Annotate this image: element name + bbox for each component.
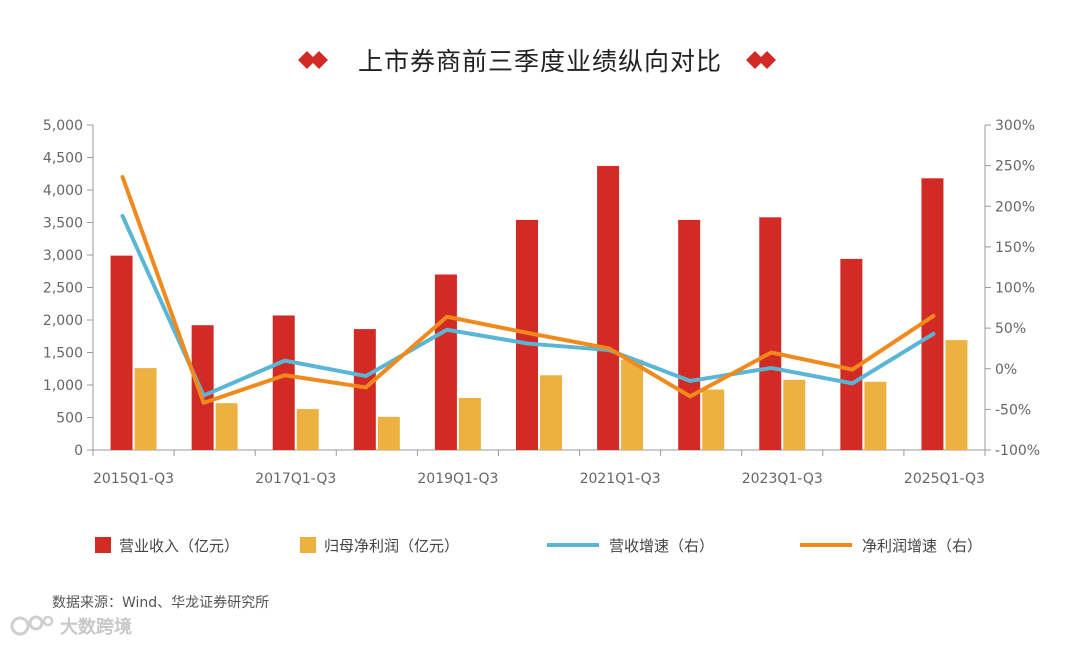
left-axis-tick-label: 4,000 bbox=[43, 183, 83, 199]
revenue-bar bbox=[516, 219, 538, 450]
net-profit-bar bbox=[296, 409, 319, 450]
left-axis-tick-label: 2,500 bbox=[43, 281, 83, 297]
x-axis-tick-label: 2017Q1-Q3 bbox=[255, 471, 336, 487]
x-axis-tick-label: 2025Q1-Q3 bbox=[904, 471, 985, 487]
revenue-bar bbox=[110, 255, 133, 450]
watermark-text: 大数跨境 bbox=[60, 617, 132, 638]
watermark-logo-icon bbox=[10, 615, 54, 636]
left-axis-tick-label: 500 bbox=[56, 411, 83, 427]
bars bbox=[110, 165, 968, 451]
legend: 营业收入（亿元） 归母净利润（亿元） 营收增速（右） 净利润增速（右） bbox=[95, 537, 982, 555]
net-profit-bar bbox=[945, 340, 968, 450]
x-axis-tick-label: 2015Q1-Q3 bbox=[93, 471, 174, 487]
revenue-bar bbox=[597, 165, 620, 450]
net-profit-bar bbox=[458, 398, 481, 450]
revenue-bar bbox=[272, 315, 295, 450]
watermark: 大数跨境 bbox=[10, 613, 132, 639]
diamond-decoration-right-icon bbox=[746, 51, 776, 69]
left-axis-tick-label: 1,500 bbox=[43, 346, 83, 362]
legend-revenue-label: 营业收入（亿元） bbox=[119, 537, 239, 555]
legend-revenue-growth-label: 营收增速（右） bbox=[609, 537, 714, 555]
revenue-bar bbox=[191, 325, 214, 450]
legend-profit-growth-label: 净利润增速（右） bbox=[862, 537, 982, 555]
net-profit-bar bbox=[377, 416, 400, 450]
x-axis-tick-label: 2019Q1-Q3 bbox=[417, 471, 498, 487]
x-axis-tick-label: 2021Q1-Q3 bbox=[580, 471, 661, 487]
profit-growth-line bbox=[120, 175, 936, 405]
legend-net-profit-swatch bbox=[300, 537, 316, 553]
right-axis-tick-label: -50% bbox=[995, 402, 1031, 418]
left-axis-tick-label: 1,000 bbox=[43, 378, 83, 394]
right-axis-tick-label: 200% bbox=[995, 199, 1035, 215]
lines bbox=[120, 175, 936, 405]
revenue-bar bbox=[921, 178, 944, 451]
net-profit-bar bbox=[783, 379, 806, 450]
right-axis-tick-label: 150% bbox=[995, 240, 1035, 256]
net-profit-bar bbox=[134, 368, 157, 450]
net-profit-bar bbox=[215, 403, 238, 450]
revenue-bar bbox=[840, 258, 863, 450]
revenue-bar bbox=[678, 219, 701, 450]
revenue-bar bbox=[759, 217, 782, 450]
net-profit-bar bbox=[621, 359, 644, 450]
right-axis-tick-label: 50% bbox=[995, 321, 1026, 337]
net-profit-bar bbox=[540, 375, 562, 450]
net-profit-bar bbox=[864, 381, 887, 450]
axes: 0 500 1,000 1,500 2,000 2,500 3,000 3,500 4,000 4… bbox=[43, 118, 1040, 487]
right-axis-tick-label: 100% bbox=[995, 281, 1035, 297]
left-axis-tick-label: 0 bbox=[74, 443, 83, 459]
left-axis-tick-label: 3,000 bbox=[43, 248, 83, 264]
right-axis-tick-label: 250% bbox=[995, 159, 1035, 175]
right-axis-tick-label: 0% bbox=[995, 362, 1017, 378]
revenue-bar bbox=[434, 274, 457, 450]
right-axis-tick-label: -100% bbox=[995, 443, 1040, 459]
chart-title: 上市券商前三季度业绩纵向对比 bbox=[357, 47, 722, 76]
title-bar: 上市券商前三季度业绩纵向对比 bbox=[0, 38, 1080, 82]
left-axis-tick-label: 3,500 bbox=[43, 216, 83, 232]
revenue-growth-line bbox=[120, 214, 936, 398]
revenue-bar bbox=[353, 329, 376, 450]
legend-net-profit-label: 归母净利润（亿元） bbox=[324, 537, 459, 555]
net-profit-bar bbox=[702, 389, 725, 450]
right-axis-tick-label: 300% bbox=[995, 118, 1035, 134]
left-axis-tick-label: 2,000 bbox=[43, 313, 83, 329]
x-axis-tick-label: 2023Q1-Q3 bbox=[742, 471, 823, 487]
left-axis-tick-label: 5,000 bbox=[43, 118, 83, 134]
left-axis-tick-label: 4,500 bbox=[43, 151, 83, 167]
diamond-decoration-left-icon bbox=[297, 51, 328, 69]
source-note: 数据来源：Wind、华龙证券研究所 bbox=[52, 595, 270, 611]
legend-revenue-swatch bbox=[95, 537, 111, 553]
